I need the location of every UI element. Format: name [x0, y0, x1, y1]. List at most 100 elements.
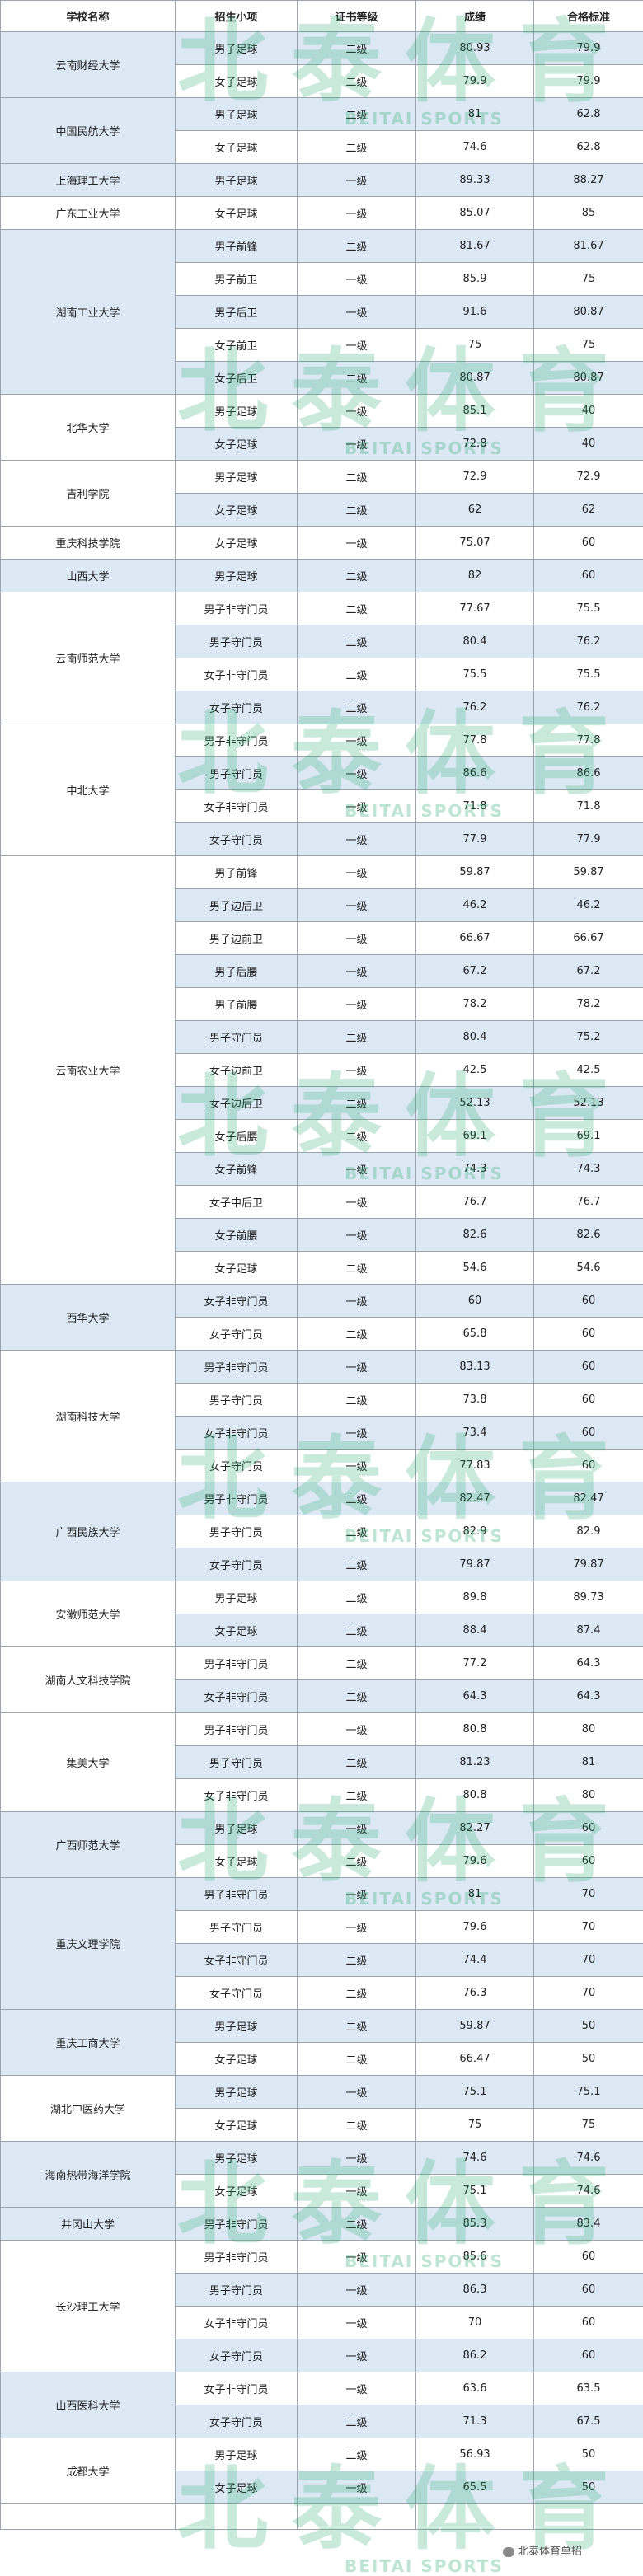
standard-cell: 60	[534, 1812, 643, 1845]
header-school: 学校名称	[1, 1, 176, 32]
item-cell: 男子足球	[176, 1812, 298, 1845]
level-cell: 一级	[298, 757, 416, 790]
score-cell: 77.83	[416, 1450, 534, 1482]
level-cell: 二级	[298, 1581, 416, 1614]
level-cell: 二级	[298, 1647, 416, 1680]
standard-cell: 75.2	[534, 1021, 643, 1054]
item-cell: 男子后腰	[176, 955, 298, 988]
item-cell: 女子守门员	[176, 1450, 298, 1482]
score-cell: 88.4	[416, 1614, 534, 1647]
level-cell: 二级	[298, 2010, 416, 2043]
standard-cell: 67.2	[534, 955, 643, 988]
level-cell: 二级	[298, 1515, 416, 1548]
school-name-cell: 井冈山大学	[1, 2208, 176, 2241]
level-cell: 二级	[298, 2208, 416, 2241]
standard-cell: 82.6	[534, 1219, 643, 1252]
standard-cell: 64.3	[534, 1680, 643, 1713]
standard-cell: 79.87	[534, 1548, 643, 1581]
header-standard: 合格标准	[534, 1, 643, 32]
standard-cell: 50	[534, 2438, 643, 2471]
score-cell: 80.8	[416, 1713, 534, 1746]
standard-cell: 80.87	[534, 362, 643, 395]
score-cell: 75	[416, 2109, 534, 2142]
standard-cell: 70	[534, 1911, 643, 1944]
item-cell: 男子足球	[176, 1581, 298, 1614]
level-cell: 一级	[298, 823, 416, 856]
school-name-cell: 西华大学	[1, 1285, 176, 1351]
standard-cell: 64.3	[534, 1647, 643, 1680]
standard-cell: 50	[534, 2471, 643, 2504]
score-cell: 71.3	[416, 2405, 534, 2438]
level-cell: 二级	[298, 230, 416, 263]
standard-cell: 60	[534, 1285, 643, 1318]
item-cell: 女子守门员	[176, 691, 298, 724]
standard-cell: 70	[534, 1944, 643, 1977]
standard-cell: 83.4	[534, 2208, 643, 2241]
score-cell: 59.87	[416, 2010, 534, 2043]
standard-cell: 79.9	[534, 65, 643, 98]
level-cell: 二级	[298, 1318, 416, 1351]
standard-cell: 74.3	[534, 1153, 643, 1186]
school-name-cell: 云南财经大学	[1, 32, 176, 98]
standard-cell: 76.2	[534, 625, 643, 658]
level-cell: 一级	[298, 856, 416, 889]
level-cell: 二级	[298, 2438, 416, 2471]
score-cell: 79.6	[416, 1911, 534, 1944]
standard-cell: 62.8	[534, 131, 643, 164]
level-cell: 二级	[298, 1087, 416, 1120]
score-cell: 67.2	[416, 955, 534, 988]
score-cell: 74.6	[416, 131, 534, 164]
item-cell: 女子足球	[176, 527, 298, 560]
item-cell: 男子前卫	[176, 263, 298, 296]
header-score: 成绩	[416, 1, 534, 32]
standard-cell: 81.67	[534, 230, 643, 263]
item-cell: 男子守门员	[176, 1911, 298, 1944]
standard-cell: 80.87	[534, 296, 643, 329]
header-row: 学校名称 招生小项 证书等级 成绩 合格标准	[1, 1, 643, 32]
score-cell: 65.5	[416, 2471, 534, 2504]
watermark-subtext: BEITAI SPORTS	[345, 2556, 504, 2576]
level-cell: 二级	[298, 65, 416, 98]
score-cell: 81.67	[416, 230, 534, 263]
standard-cell: 82.9	[534, 1515, 643, 1548]
level-cell: 一级	[298, 889, 416, 922]
level-cell: 一级	[298, 263, 416, 296]
item-cell: 女子守门员	[176, 1977, 298, 2010]
item-cell: 男子非守门员	[176, 1647, 298, 1680]
item-cell: 女子非守门员	[176, 2307, 298, 2339]
level-cell: 一级	[298, 1153, 416, 1186]
score-cell: 60	[416, 1285, 534, 1318]
item-cell: 男子非守门员	[176, 1878, 298, 1911]
level-cell: 一级	[298, 428, 416, 461]
level-cell: 一级	[298, 1285, 416, 1318]
level-cell: 一级	[298, 1713, 416, 1746]
standard-cell: 60	[534, 2339, 643, 2372]
score-cell: 79.6	[416, 1845, 534, 1878]
score-cell: 76.2	[416, 691, 534, 724]
standard-cell: 75	[534, 329, 643, 362]
item-cell: 女子足球	[176, 1252, 298, 1285]
score-cell: 77.67	[416, 592, 534, 625]
score-cell: 82.6	[416, 1219, 534, 1252]
school-name-cell: 长沙理工大学	[1, 2241, 176, 2372]
level-cell: 一级	[298, 988, 416, 1021]
wechat-icon	[503, 2547, 514, 2557]
level-cell: 一级	[298, 2241, 416, 2274]
header-item: 招生小项	[176, 1, 298, 32]
school-name-cell: 广西民族大学	[1, 1482, 176, 1581]
item-cell: 女子前锋	[176, 1153, 298, 1186]
standard-cell: 60	[534, 1450, 643, 1482]
standard-cell: 67.5	[534, 2405, 643, 2438]
score-cell: 59.87	[416, 856, 534, 889]
level-cell: 二级	[298, 2109, 416, 2142]
score-cell: 75	[416, 329, 534, 362]
level-cell: 二级	[298, 691, 416, 724]
empty-row	[1, 2504, 643, 2530]
standard-cell: 54.6	[534, 1252, 643, 1285]
